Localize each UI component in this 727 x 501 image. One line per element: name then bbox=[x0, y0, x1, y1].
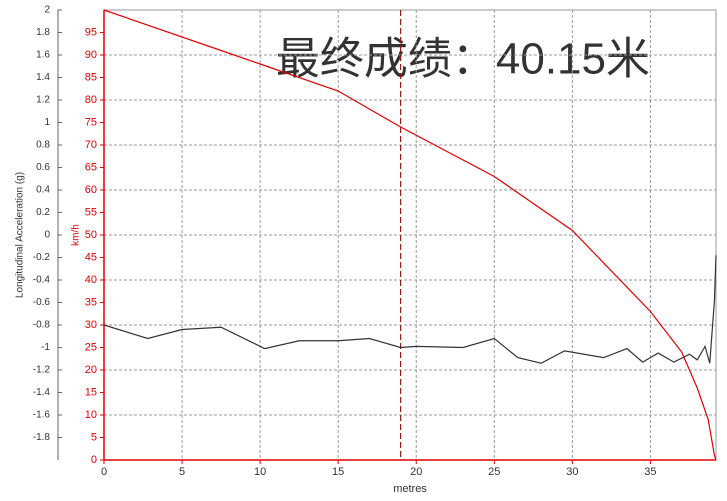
annotation: 最终成绩：40.15米 bbox=[276, 35, 650, 84]
y-tick-label: -1.8 bbox=[33, 432, 51, 443]
y2-tick-label: 85 bbox=[85, 71, 97, 83]
x-tick-label: 5 bbox=[179, 466, 185, 478]
y-tick-label: 0.2 bbox=[36, 207, 50, 218]
y-tick-label: -1 bbox=[41, 342, 50, 353]
x-tick-label: 30 bbox=[566, 466, 578, 478]
y-tick-label: 1.4 bbox=[36, 72, 50, 83]
x-tick-label: 25 bbox=[488, 466, 500, 478]
y2-tick-label: 70 bbox=[85, 139, 97, 151]
y-tick-label: -1.6 bbox=[33, 410, 51, 421]
y-tick-label: -0.6 bbox=[33, 297, 51, 308]
x-tick-label: 15 bbox=[332, 466, 344, 478]
y2-tick-label: 55 bbox=[85, 206, 97, 218]
y2-tick-label: 20 bbox=[85, 364, 97, 376]
y2-tick-label: 50 bbox=[85, 229, 97, 241]
y2-tick-label: 65 bbox=[85, 161, 97, 173]
x-tick-label: 20 bbox=[410, 466, 422, 478]
y2-tick-label: 0 bbox=[91, 454, 97, 466]
y2-tick-label: 40 bbox=[85, 274, 97, 286]
y2-tick-label: 5 bbox=[91, 431, 97, 443]
y-tick-label: 1.8 bbox=[36, 27, 50, 38]
y-tick-label: -1.2 bbox=[33, 365, 51, 376]
y2-tick-label: 35 bbox=[85, 296, 97, 308]
x-tick-label: 0 bbox=[101, 466, 107, 478]
y-tick-label: 0.6 bbox=[36, 162, 50, 173]
y2-tick-label: 10 bbox=[85, 409, 97, 421]
y-tick-label: -0.2 bbox=[33, 252, 51, 263]
y-tick-label: -1.4 bbox=[33, 387, 51, 398]
y2-tick-label: 80 bbox=[85, 94, 97, 106]
y2-tick-label: 45 bbox=[85, 251, 97, 263]
y-tick-label: 1.2 bbox=[36, 95, 50, 106]
y-tick-label: 2 bbox=[44, 5, 50, 16]
y-tick-label: 0.4 bbox=[36, 185, 50, 196]
y-tick-label: 1 bbox=[44, 117, 50, 128]
x-tick-label: 10 bbox=[254, 466, 266, 478]
y2-tick-label: 90 bbox=[85, 49, 97, 61]
y-tick-label: -0.8 bbox=[33, 320, 51, 331]
series-line bbox=[103, 9, 717, 461]
y-axis-title: Longitudinal Acceleration (g) bbox=[15, 172, 26, 298]
y-tick-label: -0.4 bbox=[33, 275, 51, 286]
series-line bbox=[103, 255, 717, 364]
y2-tick-label: 60 bbox=[85, 184, 97, 196]
y2-axis-title: km/h bbox=[71, 224, 82, 246]
y-tick-label: 1.6 bbox=[36, 50, 50, 61]
y2-tick-label: 95 bbox=[85, 26, 97, 38]
y2-tick-label: 15 bbox=[85, 386, 97, 398]
x-tick-label: 35 bbox=[644, 466, 656, 478]
y2-tick-label: 75 bbox=[85, 116, 97, 128]
y-tick-label: 0 bbox=[44, 230, 50, 241]
y2-tick-label: 30 bbox=[85, 319, 97, 331]
x-axis-title: metres bbox=[393, 483, 427, 495]
y-tick-label: 0.8 bbox=[36, 140, 50, 151]
y2-tick-label: 25 bbox=[85, 341, 97, 353]
